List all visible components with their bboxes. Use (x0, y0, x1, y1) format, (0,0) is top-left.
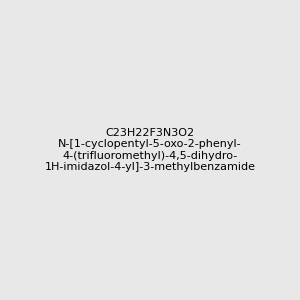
Text: C23H22F3N3O2
N-[1-cyclopentyl-5-oxo-2-phenyl-
4-(trifluoromethyl)-4,5-dihydro-
1: C23H22F3N3O2 N-[1-cyclopentyl-5-oxo-2-ph… (44, 128, 256, 172)
